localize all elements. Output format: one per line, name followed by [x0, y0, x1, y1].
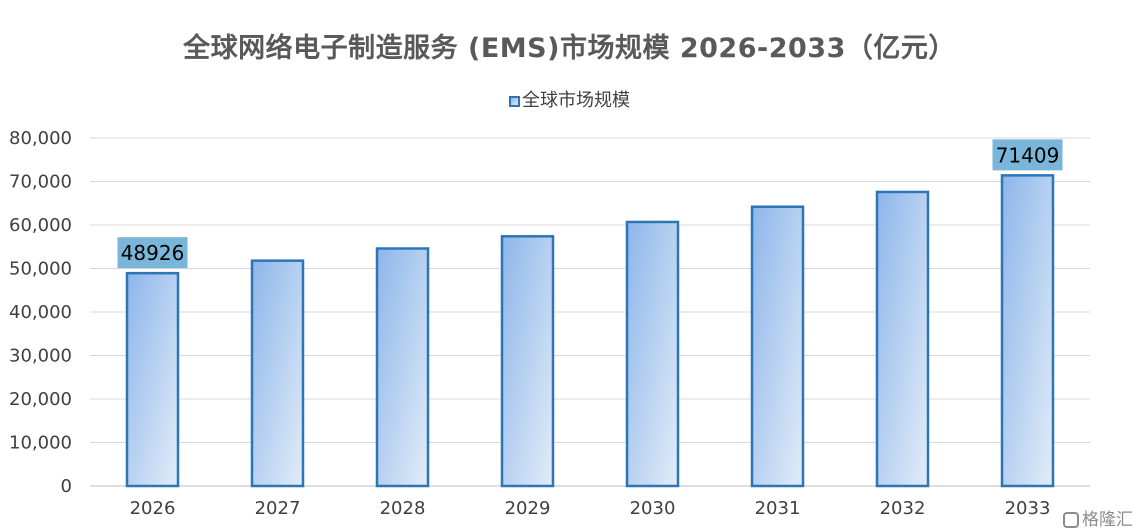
chart-title: 全球网络电子制造服务 (EMS)市场规模 2026-2033（亿元） — [183, 33, 956, 64]
y-tick-label: 80,000 — [9, 128, 72, 149]
bars — [125, 174, 1055, 488]
x-axis-ticks: 2026 2027 2028 2029 2030 2031 2032 2033 — [130, 498, 1051, 519]
y-tick-label: 30,000 — [9, 346, 72, 367]
y-axis-ticks: 0 10,000 20,000 30,000 40,000 50,000 60,000 70,… — [9, 128, 72, 497]
bar-2033 — [1000, 174, 1055, 488]
bar-2030 — [625, 220, 680, 488]
legend-swatch — [509, 96, 520, 107]
watermark-logo-icon — [1063, 512, 1079, 528]
data-labels: 48926 71409 — [117, 139, 1063, 269]
x-tick-label: 2026 — [130, 498, 176, 519]
data-label-box — [992, 139, 1063, 171]
data-label-text: 48926 — [121, 241, 185, 265]
data-label-2033: 71409 — [992, 139, 1063, 171]
x-tick-label: 2028 — [380, 498, 426, 519]
bar-2029 — [500, 235, 555, 488]
y-tick-label: 40,000 — [9, 302, 72, 323]
bar-2026 — [125, 271, 180, 488]
x-tick-label: 2033 — [1005, 498, 1051, 519]
x-tick-label: 2030 — [630, 498, 676, 519]
y-tick-label: 60,000 — [9, 215, 72, 236]
x-tick-label: 2029 — [505, 498, 551, 519]
y-tick-label: 10,000 — [9, 433, 72, 454]
bar-2031 — [750, 205, 805, 488]
bar-2032 — [875, 190, 930, 488]
y-tick-label: 50,000 — [9, 259, 72, 280]
y-tick-label: 70,000 — [9, 172, 72, 193]
legend: 全球市场规模 — [0, 86, 1139, 112]
y-tick-label: 0 — [61, 476, 72, 497]
x-tick-label: 2031 — [755, 498, 801, 519]
watermark: 格隆汇 — [1063, 505, 1133, 530]
x-tick-label: 2032 — [880, 498, 926, 519]
legend-label: 全球市场规模 — [522, 90, 630, 111]
gridlines — [90, 137, 1090, 487]
bar-2028 — [375, 247, 430, 488]
y-tick-label: 20,000 — [9, 389, 72, 410]
watermark-text: 格隆汇 — [1082, 510, 1133, 530]
bar-2027 — [250, 259, 305, 488]
x-tick-label: 2027 — [255, 498, 301, 519]
data-label-text: 71409 — [996, 143, 1060, 167]
data-label-2026: 48926 — [117, 237, 188, 269]
data-label-box — [117, 237, 188, 269]
